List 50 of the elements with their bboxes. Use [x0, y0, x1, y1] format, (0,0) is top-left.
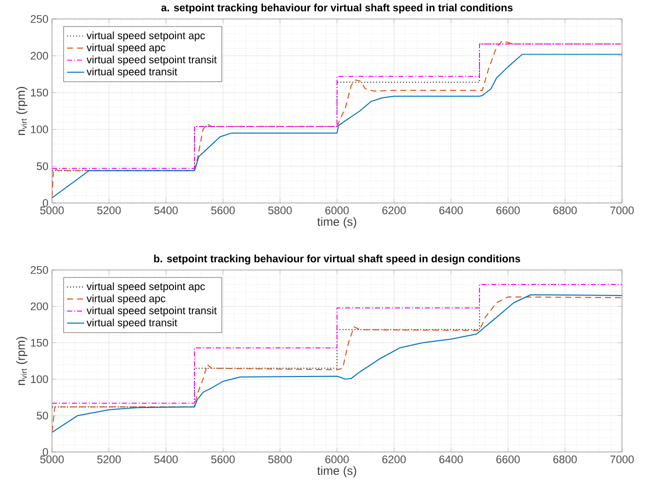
legend-label: virtual speed apc: [86, 44, 166, 54]
y-tick-label: 100: [31, 126, 48, 134]
y-tick-label: 150: [31, 338, 48, 347]
legend-label: virtual speed apc: [86, 294, 166, 304]
legend-label: virtual speed setpoint transit: [86, 306, 217, 316]
y-tick-label: 50: [36, 162, 48, 170]
x-tick-label: 5400: [154, 456, 178, 464]
x-tick-label: 6800: [553, 456, 577, 464]
x-tick-label: 5000: [40, 456, 64, 464]
x-tick-label: 7000: [610, 206, 634, 214]
x-tick-label: 6600: [496, 456, 520, 464]
x-tick-label: 5200: [97, 206, 121, 214]
x-tick-label: 6800: [553, 206, 577, 214]
y-axis-title: n$_{virt}$ (rpm): [16, 86, 28, 136]
x-tick-label: 6400: [439, 456, 463, 464]
y-tick-label: 200: [30, 52, 48, 60]
x-tick-label: 6400: [439, 206, 463, 214]
x-tick-label: 5800: [268, 456, 292, 464]
x-tick-label: 5200: [97, 456, 121, 464]
line-series: [52, 294, 480, 408]
x-tick-label: 6000: [325, 206, 349, 214]
x-axis-title: time (s): [317, 217, 356, 228]
x-tick-label: 5600: [211, 206, 235, 214]
y-tick-label: 0: [42, 199, 48, 207]
y-tick-label: 50: [36, 412, 48, 420]
x-tick-label: 5400: [154, 206, 178, 214]
x-tick-label: 5000: [40, 206, 64, 214]
x-tick-label: 6600: [496, 206, 520, 214]
x-axis-title: time (s): [317, 466, 356, 478]
x-tick-label: 5800: [268, 206, 292, 214]
x-tick-label: 6200: [382, 206, 406, 214]
chart-title: b. setpoint tracking behaviour for virtual shaft speed in design conditions: [154, 254, 520, 264]
y-tick-label: 250: [30, 15, 48, 23]
x-tick-label: 7000: [610, 456, 634, 464]
y-axis-title: n$_{virt}$ (rpm): [16, 336, 28, 386]
y-tick-label: 100: [31, 375, 48, 384]
y-tick-label: 0: [42, 448, 48, 456]
x-tick-label: 6000: [325, 456, 349, 464]
y-tick-label: 200: [30, 302, 48, 310]
legend-label: virtual speed setpoint transit: [86, 56, 217, 66]
y-tick-label: 150: [31, 88, 48, 96]
x-tick-label: 5600: [211, 456, 235, 464]
legend-label: virtual speed setpoint apc: [86, 282, 205, 292]
y-tick-label: 250: [30, 266, 48, 274]
chart-title: a. setpoint tracking behaviour for virtual shaft speed in trial conditions: [161, 4, 513, 14]
x-tick-label: 6200: [382, 456, 406, 464]
line-series: [52, 284, 622, 404]
legend-label: virtual speed transit: [86, 318, 178, 328]
legend-label: virtual speed transit: [86, 68, 178, 78]
legend-label: virtual speed setpoint apc: [86, 32, 205, 42]
